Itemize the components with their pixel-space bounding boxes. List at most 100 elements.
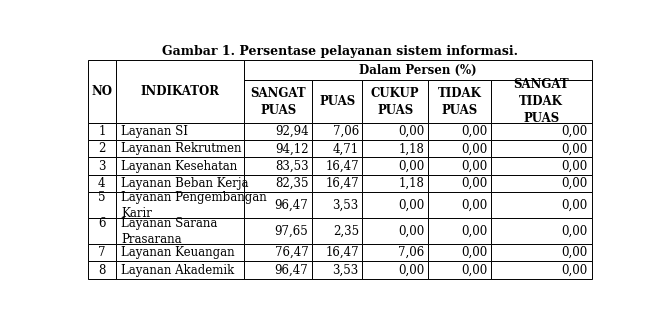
Bar	[491, 140, 591, 157]
Text: 0,00: 0,00	[562, 264, 588, 276]
Text: 4,71: 4,71	[333, 142, 359, 155]
Text: 76,47: 76,47	[274, 246, 308, 259]
Text: 0,00: 0,00	[461, 225, 487, 238]
Text: 0,00: 0,00	[461, 264, 487, 276]
Bar	[244, 192, 312, 218]
Bar	[363, 80, 428, 123]
Text: NO: NO	[91, 85, 112, 98]
Bar	[312, 175, 363, 192]
Bar	[88, 244, 116, 261]
Text: 7,06: 7,06	[333, 125, 359, 138]
Bar	[116, 157, 244, 175]
Bar	[312, 157, 363, 175]
Text: PUAS: PUAS	[319, 95, 355, 108]
Text: 1,18: 1,18	[398, 142, 424, 155]
Bar	[116, 244, 244, 261]
Text: 0,00: 0,00	[461, 125, 487, 138]
Text: 3,53: 3,53	[333, 264, 359, 276]
Bar	[116, 175, 244, 192]
Text: 96,47: 96,47	[274, 199, 308, 212]
Text: Dalam Persen (%): Dalam Persen (%)	[359, 64, 477, 76]
Bar	[312, 261, 363, 279]
Bar	[312, 218, 363, 244]
Bar	[116, 140, 244, 157]
Text: 8: 8	[98, 264, 105, 276]
Text: 16,47: 16,47	[326, 160, 359, 173]
Text: Layanan Sarana
Prasarana: Layanan Sarana Prasarana	[121, 216, 217, 246]
Bar	[491, 218, 591, 244]
Bar	[88, 140, 116, 157]
Text: 0,00: 0,00	[398, 125, 424, 138]
Text: 92,94: 92,94	[275, 125, 308, 138]
Bar	[428, 218, 491, 244]
Text: 2,35: 2,35	[333, 225, 359, 238]
Text: 94,12: 94,12	[275, 142, 308, 155]
Text: 0,00: 0,00	[562, 246, 588, 259]
Text: Layanan Beban Kerja: Layanan Beban Kerja	[121, 177, 249, 190]
Text: 0,00: 0,00	[461, 142, 487, 155]
Text: SANGAT
PUAS: SANGAT PUAS	[251, 87, 306, 117]
Bar	[363, 192, 428, 218]
Text: 0,00: 0,00	[562, 125, 588, 138]
Text: 82,35: 82,35	[275, 177, 308, 190]
Text: 96,47: 96,47	[274, 264, 308, 276]
Text: SANGAT
TIDAK
PUAS: SANGAT TIDAK PUAS	[513, 78, 569, 125]
Bar	[312, 192, 363, 218]
Text: 1: 1	[98, 125, 105, 138]
Bar	[312, 80, 363, 123]
Text: 1,18: 1,18	[398, 177, 424, 190]
Bar	[428, 192, 491, 218]
Bar	[491, 80, 591, 123]
Bar	[491, 261, 591, 279]
Bar	[244, 123, 312, 140]
Text: 0,00: 0,00	[398, 264, 424, 276]
Text: INDIKATOR: INDIKATOR	[141, 85, 219, 98]
Bar	[244, 60, 591, 80]
Bar	[491, 123, 591, 140]
Bar	[491, 157, 591, 175]
Text: 5: 5	[98, 191, 105, 204]
Text: CUKUP
PUAS: CUKUP PUAS	[371, 87, 420, 117]
Bar	[244, 261, 312, 279]
Bar	[244, 140, 312, 157]
Bar	[363, 244, 428, 261]
Bar	[491, 244, 591, 261]
Bar	[491, 192, 591, 218]
Bar	[428, 175, 491, 192]
Text: Layanan SI: Layanan SI	[121, 125, 188, 138]
Bar	[88, 218, 116, 244]
Bar	[88, 192, 116, 218]
Bar	[312, 140, 363, 157]
Bar	[363, 218, 428, 244]
Text: 0,00: 0,00	[562, 142, 588, 155]
Bar	[116, 218, 244, 244]
Text: Gambar 1. Persentase pelayanan sistem informasi.: Gambar 1. Persentase pelayanan sistem in…	[162, 45, 518, 58]
Text: 0,00: 0,00	[461, 160, 487, 173]
Text: 7: 7	[98, 246, 105, 259]
Bar	[428, 80, 491, 123]
Text: 4: 4	[98, 177, 105, 190]
Text: 7,06: 7,06	[398, 246, 424, 259]
Text: Layanan Rekrutmen: Layanan Rekrutmen	[121, 142, 241, 155]
Bar	[244, 218, 312, 244]
Bar	[244, 175, 312, 192]
Text: Layanan Pengembangan
Karir: Layanan Pengembangan Karir	[121, 191, 267, 220]
Bar	[428, 123, 491, 140]
Text: 3: 3	[98, 160, 105, 173]
Text: 0,00: 0,00	[562, 177, 588, 190]
Text: 0,00: 0,00	[461, 246, 487, 259]
Text: 0,00: 0,00	[398, 225, 424, 238]
Bar	[363, 261, 428, 279]
Bar	[116, 123, 244, 140]
Text: 0,00: 0,00	[562, 199, 588, 212]
Text: 0,00: 0,00	[562, 225, 588, 238]
Bar	[88, 123, 116, 140]
Bar	[363, 157, 428, 175]
Text: 3,53: 3,53	[333, 199, 359, 212]
Bar	[428, 157, 491, 175]
Bar	[428, 261, 491, 279]
Bar	[88, 60, 116, 123]
Bar	[88, 157, 116, 175]
Bar	[88, 261, 116, 279]
Bar	[116, 192, 244, 218]
